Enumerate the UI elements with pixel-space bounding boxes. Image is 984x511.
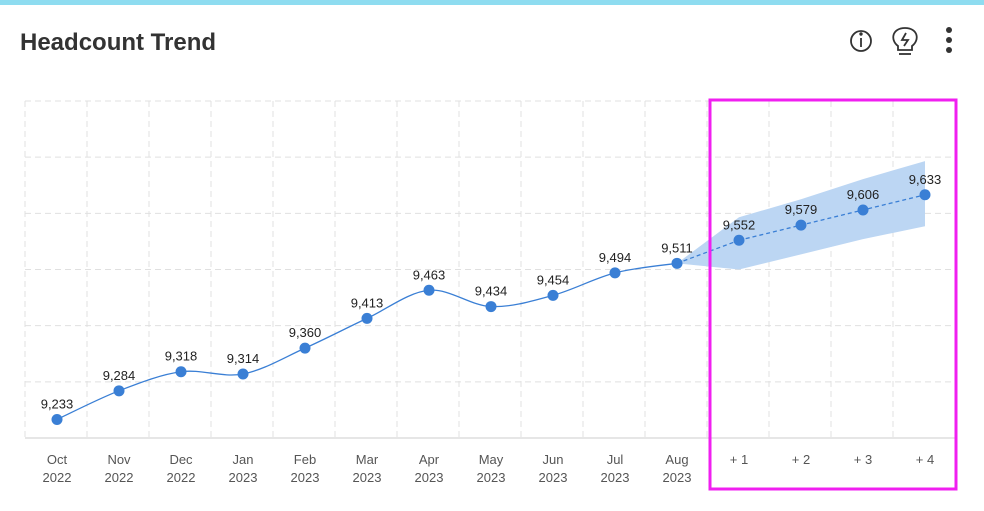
- x-tick-label: Oct: [47, 452, 68, 467]
- menu-icon[interactable]: [946, 27, 952, 53]
- data-label: 9,494: [599, 250, 632, 265]
- data-point: [113, 385, 125, 397]
- forecast-highlight: [708, 98, 958, 491]
- x-tick-label: 2023: [663, 470, 692, 485]
- data-point: [609, 267, 621, 279]
- x-tick-label: Jun: [543, 452, 564, 467]
- data-point: [547, 289, 559, 301]
- data-label: 9,314: [227, 351, 260, 366]
- data-label: 9,463: [413, 267, 446, 282]
- data-label: 9,284: [103, 368, 136, 383]
- x-tick-label: 2023: [229, 470, 258, 485]
- x-tick-label: 2022: [105, 470, 134, 485]
- data-label: 9,360: [289, 325, 322, 340]
- data-label: 9,606: [847, 187, 880, 202]
- data-point: [51, 413, 63, 425]
- top-bar: [0, 0, 984, 5]
- x-tick-label: Jan: [233, 452, 254, 467]
- data-point: [237, 368, 249, 380]
- data-label: 9,454: [537, 272, 570, 287]
- x-tick-label: Dec: [169, 452, 193, 467]
- x-tick-label: Aug: [665, 452, 688, 467]
- x-tick-label: Jul: [607, 452, 624, 467]
- x-tick-label: 2023: [353, 470, 382, 485]
- data-label: 9,318: [165, 349, 198, 364]
- data-label: 9,511: [661, 240, 693, 255]
- x-tick-label: 2023: [601, 470, 630, 485]
- series-line: [738, 194, 926, 241]
- x-tick-label: 2022: [167, 470, 196, 485]
- data-point: [299, 342, 311, 354]
- data-point: [919, 189, 931, 201]
- x-tick-label: 2022: [43, 470, 72, 485]
- chart-title: Headcount Trend: [20, 29, 216, 56]
- data-point: [423, 284, 435, 296]
- x-tick-label: May: [479, 452, 504, 467]
- data-label: 9,633: [909, 172, 942, 187]
- data-label: 9,413: [351, 295, 384, 310]
- data-point: [857, 204, 869, 216]
- x-tick-label: Apr: [419, 452, 440, 467]
- data-label: 9,579: [785, 202, 818, 217]
- data-point: [795, 219, 807, 231]
- info-icon[interactable]: [850, 30, 872, 52]
- x-tick-label: + 1: [730, 452, 748, 467]
- data-point: [361, 312, 373, 324]
- data-label: 9,552: [723, 217, 756, 232]
- x-tick-label: 2023: [477, 470, 506, 485]
- x-tick-label: Nov: [107, 452, 131, 467]
- x-tick-label: 2023: [539, 470, 568, 485]
- x-tick-label: 2023: [291, 470, 320, 485]
- x-tick-label: Mar: [356, 452, 379, 467]
- data-point: [175, 366, 187, 378]
- data-label: 9,434: [475, 284, 508, 299]
- x-tick-label: 2023: [415, 470, 444, 485]
- x-tick-label: Feb: [294, 452, 316, 467]
- plot: Oct 2022 Nov 2022 Dec 2022 Jan 2023 Feb 2023 Mar 20…: [24, 100, 956, 485]
- series-line: [56, 262, 678, 421]
- x-tick-label: + 4: [916, 452, 934, 467]
- data-point: [733, 234, 745, 246]
- data-point: [485, 301, 497, 313]
- data-label: 9,233: [41, 396, 74, 411]
- x-tick-label: + 3: [854, 452, 872, 467]
- x-tick-label: + 2: [792, 452, 810, 467]
- insight-icon[interactable]: [892, 27, 918, 55]
